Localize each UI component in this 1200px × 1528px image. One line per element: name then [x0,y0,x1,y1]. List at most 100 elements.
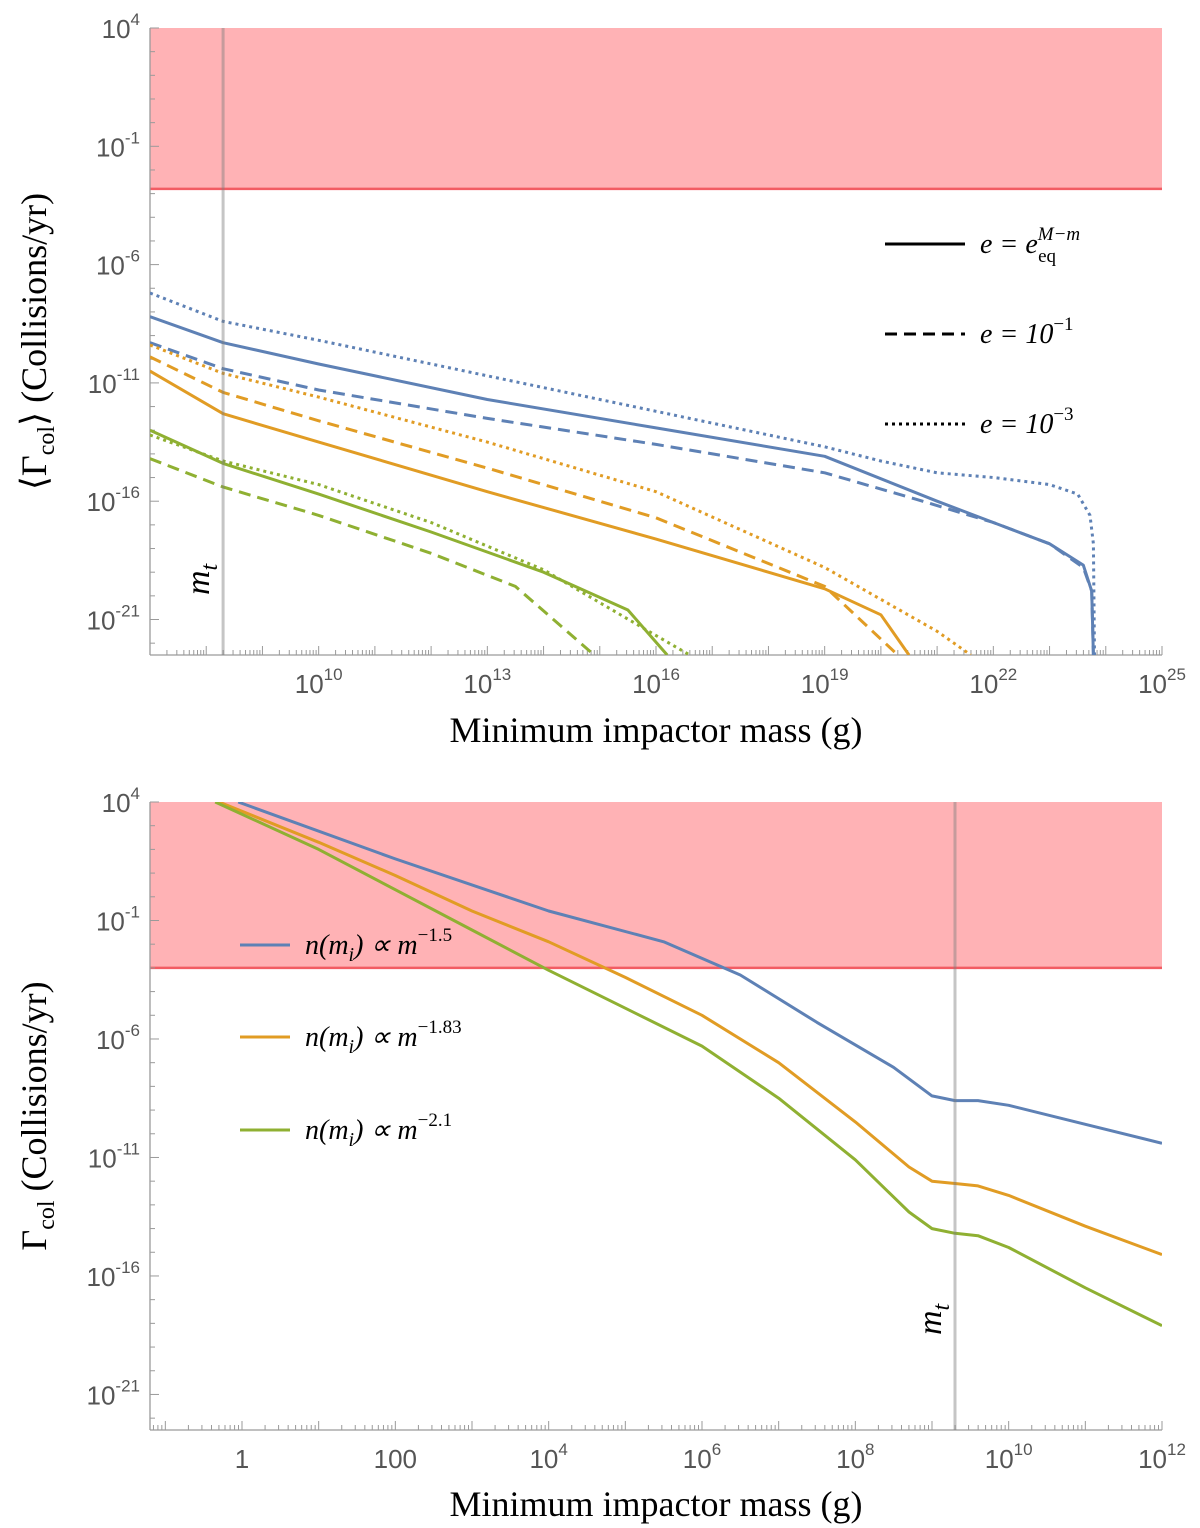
x-tick-exponent: 4 [558,1440,567,1459]
x-tick-exponent: 10 [324,665,343,684]
x-tick-base: 10 [969,669,998,699]
y-tick-exponent: -1 [125,902,140,921]
y-tick-base: 10 [87,1380,116,1410]
x-axis-title: Minimum impactor mass (g) [450,710,863,750]
series-line [150,369,911,655]
x-tick-base: 1 [235,1444,249,1474]
y-tick-base: 10 [88,369,117,399]
mt-label: mt [912,1302,955,1335]
legend-text-after: ) ∝ m [352,930,418,961]
y-tick-label: 10-21 [87,602,141,636]
legend-text-main: n(m [305,1115,349,1146]
series-line [150,433,691,655]
y-tick-exponent: -6 [125,247,140,266]
y-title-sub: col [34,1200,60,1230]
x-tick-exponent: 6 [712,1440,721,1459]
x-tick-base: 10 [836,1444,865,1474]
series-line [150,343,972,655]
y-tick-base: 10 [96,1025,125,1055]
legend-text-sup: −1 [1053,314,1073,335]
legend-text-sub: i [349,944,355,966]
legend-label: n(mi) ∝ m−1.5 [305,925,452,966]
y-title-sub: col [34,426,60,456]
bottom-panel: 1 100 104 106 108 1010 101210410-110-610-1110-… [14,784,1186,1524]
y-tick-label: 10-11 [88,1139,140,1173]
series-line [150,315,1095,655]
legend-text-sup: −1.5 [418,925,452,946]
mt-main: m [180,570,217,595]
y-tick-base: 10 [87,1262,116,1292]
series-line [214,802,1162,1328]
x-tick-label: 1022 [969,665,1017,699]
x-tick-label: 108 [836,1440,874,1474]
legend-text-sup: M−m [1037,224,1080,245]
x-tick-base: 100 [374,1444,417,1474]
legend-text-main: n(m [305,1022,349,1053]
series-line [150,355,899,655]
legend-label: n(mi) ∝ m−1.83 [305,1017,462,1058]
y-tick-label: 10-11 [88,365,140,399]
y-tick-label: 10-16 [87,483,141,517]
x-tick-base: 10 [463,669,492,699]
y-tick-base: 10 [87,606,116,636]
y-tick-label: 10-21 [87,1376,141,1410]
x-tick-exponent: 22 [998,665,1017,684]
y-axis-title: Γcol (Collisions/yr) [14,981,60,1250]
y-title-rest: ⟩ (Collisions/yr) [14,193,54,426]
series-line [150,428,669,655]
x-tick-base: 10 [1138,669,1167,699]
legend-text-sup: −1.83 [418,1017,462,1038]
legend-label: e = 10−1 [980,314,1074,350]
y-tick-base: 10 [96,906,125,936]
mt-label: mt [180,562,223,595]
plot-area [150,291,1096,655]
legend-text-sub: i [349,1036,355,1058]
series-line [150,341,1095,655]
y-tick-exponent: -1 [125,128,140,147]
y-title-main: ⟨Γ [14,455,54,490]
x-tick-base: 10 [632,669,661,699]
y-tick-exponent: -16 [115,1258,140,1277]
x-tick-label: 1016 [632,665,680,699]
x-tick-exponent: 16 [661,665,680,684]
y-tick-exponent: 4 [131,10,140,29]
x-tick-label: 106 [683,1440,721,1474]
y-tick-label: 10-6 [96,1021,140,1055]
series-line [237,802,1162,1145]
top-panel: 1010 1013 1016 1019 1022 102510410-110-610-11… [14,10,1186,750]
legend-text-main: e = 10 [980,409,1053,440]
plot-area [214,802,1162,1328]
y-title-rest: (Collisions/yr) [14,981,54,1200]
x-tick-label: 100 [374,1444,417,1474]
legend-text-main: e = e [980,229,1038,260]
legend-text-sub: i [349,1129,355,1151]
series-line [150,457,596,655]
legend-text-main: e = 10 [980,319,1053,350]
y-tick-base: 10 [88,1143,117,1173]
mt-sub: t [197,562,223,570]
y-tick-exponent: -21 [115,1376,140,1395]
legend-text-after: ) ∝ m [352,1115,418,1146]
y-tick-label: 104 [102,10,140,44]
y-tick-exponent: 4 [131,784,140,803]
legend-text-sup: −3 [1053,404,1073,425]
y-tick-label: 104 [102,784,140,818]
y-tick-exponent: -21 [115,602,140,621]
legend-text-after: ) ∝ m [352,1022,418,1053]
x-tick-exponent: 19 [830,665,849,684]
x-tick-exponent: 12 [1167,1440,1186,1459]
x-tick-label: 1019 [801,665,849,699]
y-tick-label: 10-1 [96,902,140,936]
legend-text-main: n(m [305,930,349,961]
forbidden-band [150,802,1162,968]
legend-label: e = eM−m eq [980,224,1080,267]
legend-label: n(mi) ∝ m−2.1 [305,1110,452,1151]
series-line [150,291,1096,655]
x-tick-label: 1025 [1138,665,1186,699]
x-tick-exponent: 8 [865,1440,874,1459]
y-tick-base: 10 [96,132,125,162]
x-tick-label: 1013 [463,665,511,699]
x-tick-base: 10 [1138,1444,1167,1474]
x-tick-exponent: 25 [1167,665,1186,684]
